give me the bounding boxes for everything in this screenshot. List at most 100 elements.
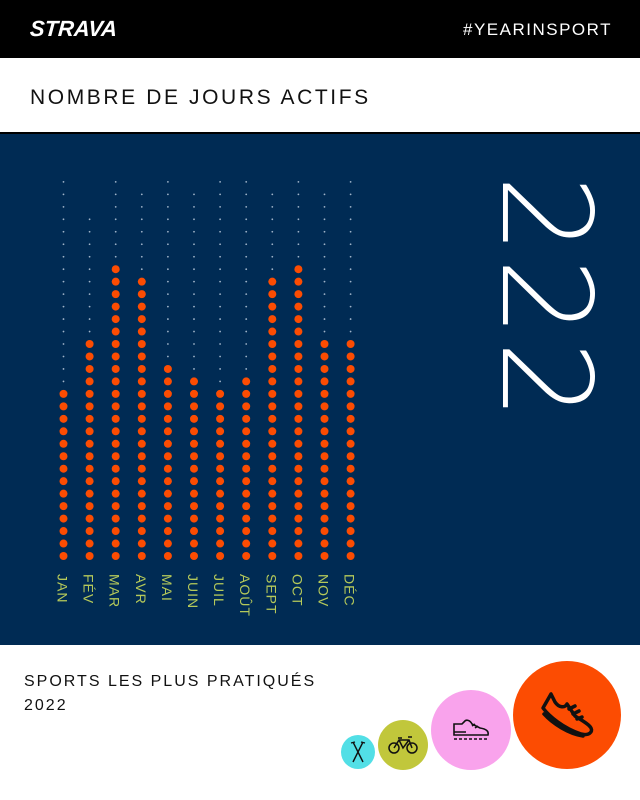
sport-running: [513, 661, 621, 769]
inactive-day-dot: [193, 280, 195, 283]
inactive-day-dot: [88, 318, 91, 320]
inactive-day-dot: [323, 280, 326, 283]
active-day-dot: [242, 539, 251, 548]
active-day-dot: [59, 552, 68, 560]
month-label: AVR: [132, 574, 149, 605]
active-day-dot: [137, 277, 146, 286]
inactive-day-dot: [219, 368, 222, 370]
active-day-dot: [111, 452, 120, 461]
month-column-oct: [294, 181, 303, 560]
inactive-day-dot: [349, 230, 352, 233]
inactive-day-dot: [245, 330, 248, 333]
active-day-dot: [294, 502, 303, 511]
active-day-dot: [137, 377, 146, 386]
active-day-dot: [85, 427, 94, 436]
active-day-dot: [346, 414, 355, 423]
inactive-day-dot: [62, 218, 65, 221]
active-day-dot: [268, 427, 277, 436]
inactive-day-dot: [114, 181, 117, 183]
month-label: JAN: [54, 574, 71, 604]
active-day-dot: [137, 552, 146, 560]
inactive-day-dot: [114, 205, 117, 208]
inactive-day-dot: [140, 230, 143, 233]
inactive-day-dot: [245, 280, 248, 283]
month-column-jan: [59, 181, 68, 560]
active-day-dot: [320, 377, 329, 386]
inactive-day-dot: [219, 293, 222, 296]
active-day-dot: [294, 489, 303, 498]
inactive-day-dot: [114, 255, 117, 258]
active-day-dot: [294, 265, 303, 274]
inactive-day-dot: [349, 318, 352, 320]
active-day-dot: [320, 414, 329, 423]
inactive-day-dot: [271, 255, 274, 258]
active-day-dot: [294, 464, 303, 473]
inactive-day-dot: [167, 243, 169, 246]
active-day-dot: [163, 389, 172, 398]
active-day-dot: [85, 477, 94, 486]
active-day-dot: [268, 290, 277, 299]
active-day-dot: [294, 527, 303, 536]
running-shoe-icon: [541, 692, 594, 738]
section-title: NOMBRE DE JOURS ACTIFS: [30, 86, 371, 109]
inactive-day-dot: [167, 181, 169, 183]
active-day-dot: [163, 552, 172, 560]
inactive-day-dot: [297, 255, 300, 258]
inactive-day-dot: [140, 255, 143, 258]
inactive-day-dot: [167, 255, 169, 258]
active-day-dot: [216, 389, 225, 398]
active-day-dot: [85, 340, 94, 349]
inactive-day-dot: [62, 280, 65, 283]
active-day-dot: [268, 352, 277, 361]
inactive-day-dot: [88, 268, 91, 271]
active-day-dot: [268, 377, 277, 386]
active-day-dot: [216, 414, 225, 423]
active-day-dot: [346, 352, 355, 361]
active-day-dot: [111, 265, 120, 274]
active-day-dot: [268, 402, 277, 411]
title-band: NOMBRE DE JOURS ACTIFS: [0, 58, 640, 134]
month-label: MAR: [106, 574, 123, 609]
active-day-dot: [85, 402, 94, 411]
active-day-dot: [294, 340, 303, 349]
month-label: SEPT: [263, 574, 280, 615]
active-day-dot: [242, 389, 251, 398]
active-day-dot: [242, 502, 251, 511]
inactive-day-dot: [323, 330, 326, 333]
inactive-day-dot: [245, 305, 248, 308]
active-day-dot: [137, 389, 146, 398]
month-column-nov: [320, 193, 329, 560]
active-day-dot: [111, 290, 120, 299]
inactive-day-dot: [193, 330, 195, 333]
active-day-dot: [294, 352, 303, 361]
inactive-day-dot: [62, 318, 65, 320]
inactive-day-dot: [297, 193, 300, 196]
active-day-dot: [346, 340, 355, 349]
month-column-août: [242, 181, 251, 560]
active-day-dot: [294, 389, 303, 398]
inactive-day-dot: [62, 193, 65, 196]
active-day-dot: [216, 464, 225, 473]
active-day-dot: [320, 477, 329, 486]
inactive-day-dot: [193, 355, 195, 358]
inactive-day-dot: [88, 255, 91, 258]
sports-title-line1: SPORTS LES PLUS PRATIQUÉS: [24, 673, 317, 690]
active-day-dot: [137, 439, 146, 448]
month-column-avr: [137, 193, 146, 560]
active-day-dot: [137, 427, 146, 436]
active-day-dot: [163, 527, 172, 536]
inactive-day-dot: [167, 330, 169, 333]
active-day-dot: [85, 364, 94, 373]
inactive-day-dot: [62, 330, 65, 333]
bicycle-icon: [388, 736, 418, 754]
sports-year: 2022: [24, 697, 68, 714]
active-day-dot: [111, 340, 120, 349]
active-day-dot: [346, 477, 355, 486]
active-day-dot: [59, 489, 68, 498]
active-day-dot: [163, 364, 172, 373]
inactive-day-dot: [245, 343, 248, 345]
active-day-dot: [216, 439, 225, 448]
active-day-dot: [268, 489, 277, 498]
active-day-dot: [242, 439, 251, 448]
active-day-dot: [268, 364, 277, 373]
